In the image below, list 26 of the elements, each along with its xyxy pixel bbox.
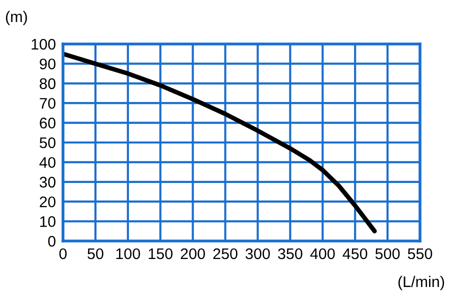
x-tick-label: 250 <box>213 248 238 260</box>
y-tick-label: 50 <box>40 137 56 148</box>
x-tick-label: 300 <box>246 248 270 260</box>
y-tick-label: 100 <box>32 38 56 50</box>
y-tick-label: 90 <box>40 58 56 70</box>
x-tick-label: 350 <box>278 248 302 260</box>
line-series <box>63 52 377 234</box>
x-tick-label: 400 <box>310 248 335 260</box>
x-tick-label: 50 <box>88 248 104 260</box>
y-tick-label: 10 <box>40 216 56 227</box>
y-tick-label: 40 <box>39 157 56 168</box>
y-tick-label: 80 <box>40 78 56 90</box>
x-tick-label: 150 <box>148 248 173 260</box>
x-tick-label: 550 <box>408 248 432 260</box>
x-tick-label: 450 <box>342 248 368 260</box>
y-tick-label: 20 <box>40 196 56 208</box>
x-tick-label: 100 <box>116 248 140 260</box>
y-tick-label: 70 <box>40 98 56 109</box>
x-tick-label: 200 <box>180 248 205 260</box>
y-tick-label: 60 <box>40 118 56 128</box>
x-tick-label: 500 <box>375 248 400 260</box>
x-axis-title: (L/min) <box>398 276 444 290</box>
y-axis-title: (m) <box>6 10 27 26</box>
x-tick-label: 0 <box>59 248 67 260</box>
y-tick-label: 30 <box>40 176 56 188</box>
y-tick-label: 0 <box>48 236 56 247</box>
